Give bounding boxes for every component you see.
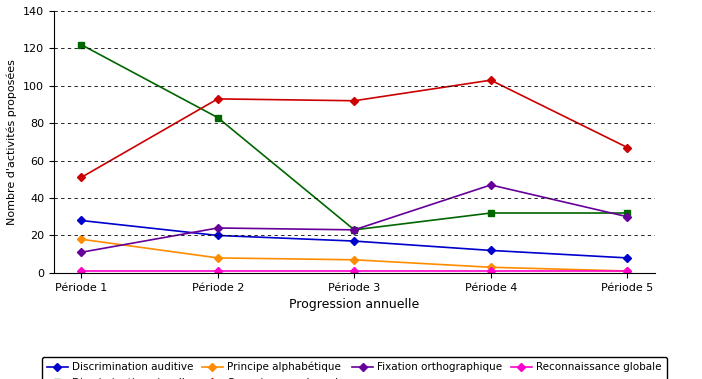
Principe alphabétique — [213, 256, 222, 260]
Reconnaissance globale — [623, 269, 632, 273]
Connaissance du code — [623, 145, 632, 150]
Discrimination visuelle — [350, 227, 359, 232]
Discrimination visuelle — [486, 211, 495, 215]
Principe alphabétique — [486, 265, 495, 269]
Discrimination visuelle — [213, 115, 222, 120]
Line: Fixation orthographique: Fixation orthographique — [79, 182, 630, 255]
Fixation orthographique — [77, 250, 86, 255]
Line: Discrimination auditive: Discrimination auditive — [79, 218, 630, 261]
Fixation orthographique — [623, 215, 632, 219]
Line: Discrimination visuelle: Discrimination visuelle — [79, 42, 630, 233]
Line: Principe alphabétique: Principe alphabétique — [79, 236, 630, 274]
Connaissance du code — [213, 97, 222, 101]
Fixation orthographique — [213, 226, 222, 230]
Fixation orthographique — [350, 227, 359, 232]
Connaissance du code — [350, 99, 359, 103]
Reconnaissance globale — [486, 269, 495, 273]
X-axis label: Progression annuelle: Progression annuelle — [289, 298, 419, 311]
Legend: Discrimination auditive, Discrimination visuelle, Principe alphabétique, Connais: Discrimination auditive, Discrimination … — [42, 357, 667, 379]
Discrimination auditive — [77, 218, 86, 223]
Connaissance du code — [77, 175, 86, 180]
Fixation orthographique — [486, 183, 495, 187]
Discrimination auditive — [623, 256, 632, 260]
Discrimination auditive — [213, 233, 222, 238]
Principe alphabétique — [77, 237, 86, 241]
Reconnaissance globale — [350, 269, 359, 273]
Discrimination visuelle — [623, 211, 632, 215]
Principe alphabétique — [623, 269, 632, 273]
Line: Connaissance du code: Connaissance du code — [79, 77, 630, 180]
Discrimination auditive — [350, 239, 359, 243]
Reconnaissance globale — [213, 269, 222, 273]
Discrimination auditive — [486, 248, 495, 253]
Principe alphabétique — [350, 257, 359, 262]
Connaissance du code — [486, 78, 495, 83]
Discrimination visuelle — [77, 42, 86, 47]
Y-axis label: Nombre d'activités proposées: Nombre d'activités proposées — [7, 59, 18, 225]
Reconnaissance globale — [77, 269, 86, 273]
Line: Reconnaissance globale: Reconnaissance globale — [79, 268, 630, 274]
